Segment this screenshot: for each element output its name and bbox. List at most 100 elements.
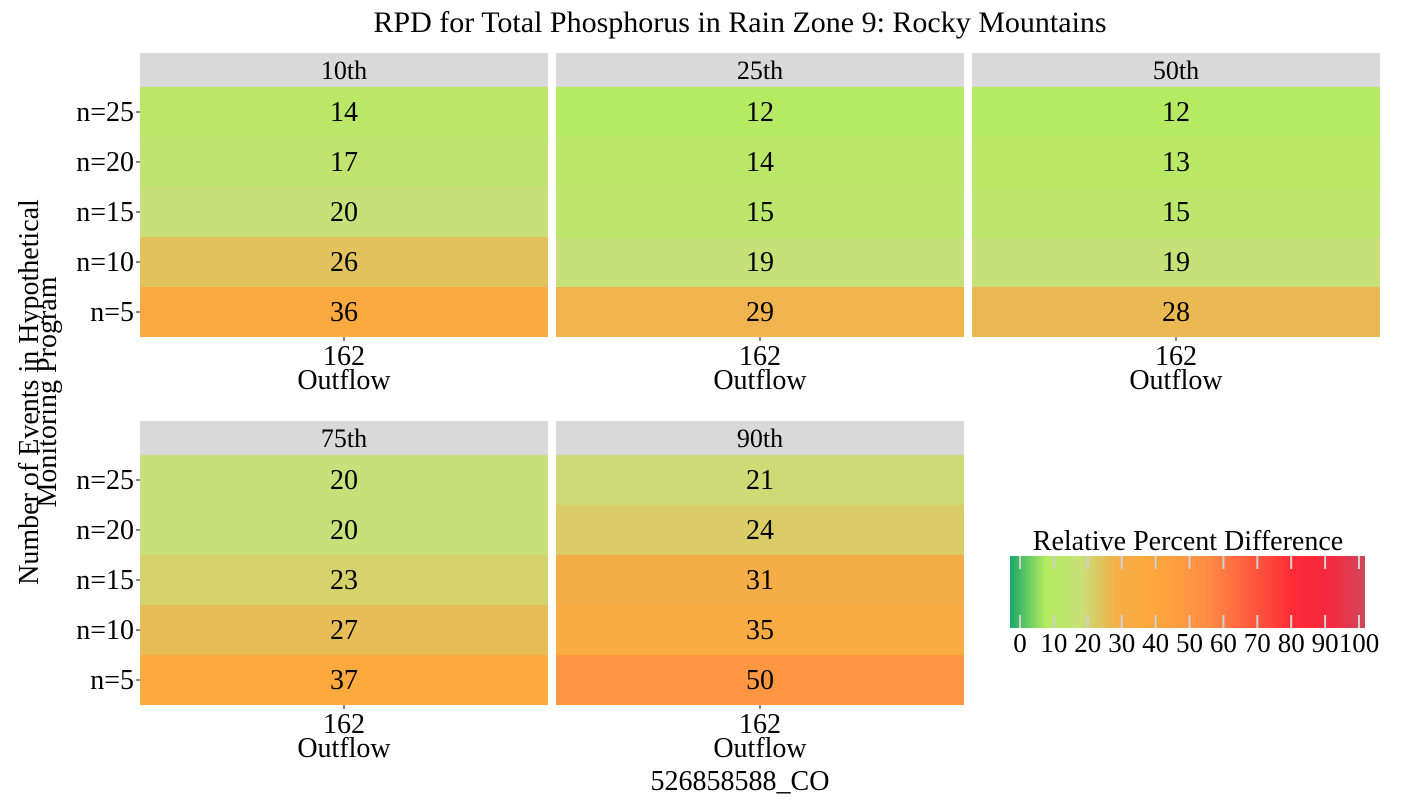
y-tick-label: n=20 bbox=[76, 147, 134, 178]
heatmap-cell bbox=[972, 137, 1380, 187]
cell-value-label: 13 bbox=[1162, 147, 1190, 178]
facet-strip bbox=[140, 421, 548, 455]
y-axis-label-line2: Monitoring Program bbox=[32, 276, 63, 507]
heatmap-cell bbox=[556, 455, 964, 505]
legend-tick-label: 70 bbox=[1244, 628, 1271, 658]
heatmap-cell bbox=[556, 505, 964, 555]
y-tick-label: n=5 bbox=[90, 665, 134, 696]
y-tick-label: n=10 bbox=[76, 247, 134, 278]
legend-tick-label: 100 bbox=[1339, 628, 1380, 658]
x-tick-sublabel: Outflow bbox=[1129, 365, 1223, 396]
cell-value-label: 15 bbox=[746, 197, 774, 228]
facet-strip bbox=[556, 53, 964, 87]
heatmap-cell bbox=[140, 237, 548, 287]
y-tick-label: n=15 bbox=[76, 197, 134, 228]
heatmap-cell bbox=[140, 455, 548, 505]
cell-value-label: 20 bbox=[330, 197, 358, 228]
cell-value-label: 15 bbox=[1162, 197, 1190, 228]
x-tick-sublabel: Outflow bbox=[713, 365, 807, 396]
legend-tick-label: 20 bbox=[1074, 628, 1101, 658]
x-tick-label: 162 bbox=[1155, 341, 1197, 372]
cell-value-label: 12 bbox=[1162, 97, 1190, 128]
heatmap-cell bbox=[140, 505, 548, 555]
heatmap-cell bbox=[972, 187, 1380, 237]
cell-value-label: 21 bbox=[746, 465, 774, 496]
y-tick-label: n=25 bbox=[76, 97, 134, 128]
y-tick-label: n=5 bbox=[90, 297, 134, 328]
color-legend: Relative Percent Difference 0 10 20 30 40 50 6… bbox=[1010, 526, 1379, 658]
heatmap-cell bbox=[140, 87, 548, 137]
heatmap-cell bbox=[556, 655, 964, 705]
facet-strip-label: 90th bbox=[737, 424, 783, 453]
cell-value-label: 24 bbox=[746, 515, 774, 546]
legend-colorbar bbox=[1010, 556, 1365, 628]
legend-tick-label: 30 bbox=[1108, 628, 1135, 658]
cell-value-label: 17 bbox=[330, 147, 358, 178]
y-axis-label-line1: Number of Events in Hypothetical bbox=[14, 199, 45, 585]
heatmap-cell bbox=[556, 87, 964, 137]
x-tick-sublabel: Outflow bbox=[713, 733, 807, 764]
facet-strip bbox=[140, 53, 548, 87]
cell-value-label: 37 bbox=[330, 665, 358, 696]
cell-value-label: 19 bbox=[1162, 247, 1190, 278]
facet-strip-label: 50th bbox=[1153, 56, 1199, 85]
cell-value-label: 14 bbox=[330, 97, 358, 128]
heatmap-cell bbox=[556, 237, 964, 287]
x-tick-label: 162 bbox=[739, 709, 781, 740]
facet-panels: 10th1417202636162Outflown=25n=20n=15n=10… bbox=[76, 53, 1380, 764]
legend-tick-label: 80 bbox=[1278, 628, 1305, 658]
x-tick-label: 162 bbox=[323, 341, 365, 372]
heatmap-cell bbox=[140, 555, 548, 605]
y-tick-label: n=25 bbox=[76, 465, 134, 496]
legend-tick-label: 90 bbox=[1312, 628, 1339, 658]
legend-tick-label: 0 bbox=[1013, 628, 1027, 658]
heatmap-cell bbox=[556, 137, 964, 187]
legend-tick-label: 40 bbox=[1142, 628, 1169, 658]
y-tick-label: n=10 bbox=[76, 615, 134, 646]
heatmap-cell bbox=[140, 655, 548, 705]
heatmap-cell bbox=[140, 605, 548, 655]
x-tick-label: 162 bbox=[323, 709, 365, 740]
legend-tick-label: 10 bbox=[1040, 628, 1067, 658]
cell-value-label: 14 bbox=[746, 147, 774, 178]
heatmap-cell bbox=[556, 555, 964, 605]
legend-title: Relative Percent Difference bbox=[1033, 526, 1343, 557]
facet-strip bbox=[556, 421, 964, 455]
heatmap-cell bbox=[140, 137, 548, 187]
legend-tick-label: 60 bbox=[1210, 628, 1237, 658]
cell-value-label: 50 bbox=[746, 665, 774, 696]
heatmap-cell bbox=[972, 287, 1380, 337]
cell-value-label: 31 bbox=[746, 565, 774, 596]
heatmap-cell bbox=[140, 287, 548, 337]
cell-value-label: 12 bbox=[746, 97, 774, 128]
x-tick-sublabel: Outflow bbox=[297, 733, 391, 764]
facet-strip-label: 10th bbox=[321, 56, 367, 85]
facet-strip-label: 25th bbox=[737, 56, 783, 85]
cell-value-label: 26 bbox=[330, 247, 358, 278]
cell-value-label: 29 bbox=[746, 297, 774, 328]
x-tick-sublabel: Outflow bbox=[297, 365, 391, 396]
cell-value-label: 20 bbox=[330, 465, 358, 496]
heatmap-cell bbox=[556, 187, 964, 237]
cell-value-label: 23 bbox=[330, 565, 358, 596]
cell-value-label: 19 bbox=[746, 247, 774, 278]
heatmap-cell bbox=[140, 187, 548, 237]
x-tick-label: 162 bbox=[739, 341, 781, 372]
cell-value-label: 35 bbox=[746, 615, 774, 646]
y-tick-label: n=15 bbox=[76, 565, 134, 596]
cell-value-label: 28 bbox=[1162, 297, 1190, 328]
cell-value-label: 27 bbox=[330, 615, 358, 646]
y-tick-label: n=20 bbox=[76, 515, 134, 546]
heatmap-cell bbox=[972, 87, 1380, 137]
facet-strip bbox=[972, 53, 1380, 87]
cell-value-label: 36 bbox=[330, 297, 358, 328]
facet-strip-label: 75th bbox=[321, 424, 367, 453]
chart-title: RPD for Total Phosphorus in Rain Zone 9:… bbox=[373, 6, 1106, 39]
cell-value-label: 20 bbox=[330, 515, 358, 546]
heatmap-cell bbox=[556, 605, 964, 655]
